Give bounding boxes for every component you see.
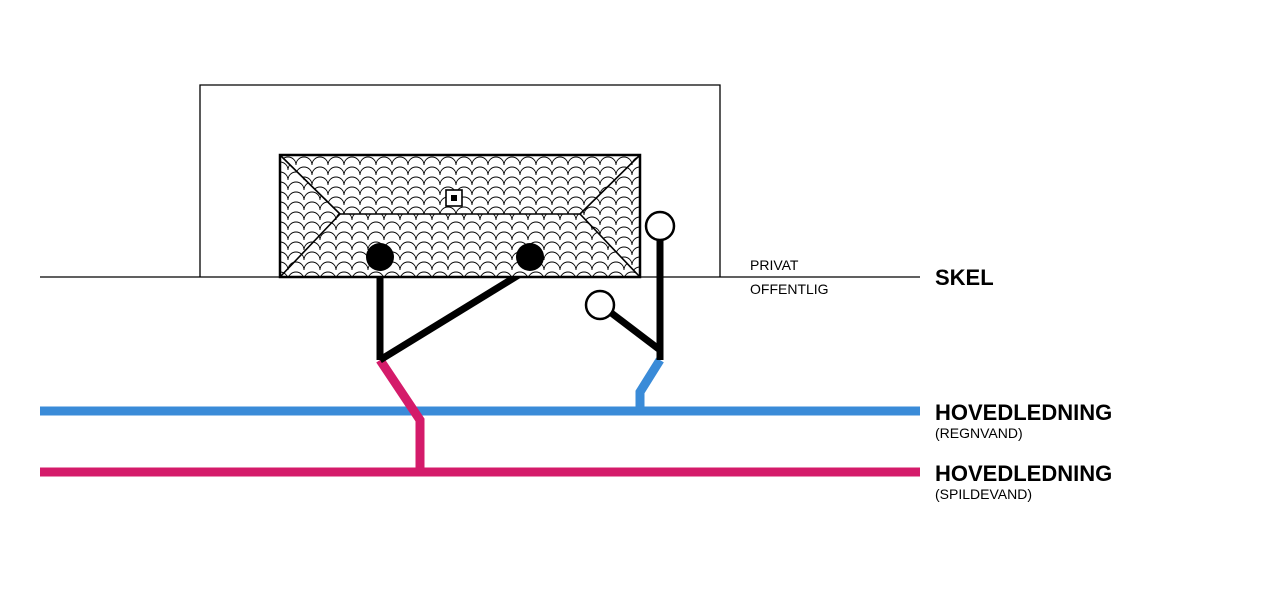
label-skel: SKEL — [935, 265, 994, 290]
wastewater-downpipe-node — [366, 243, 394, 271]
chimney-flue — [451, 195, 457, 201]
label-spildevand: (SPILDEVAND) — [935, 486, 1032, 502]
label-privat: PRIVAT — [750, 257, 799, 273]
rainwater-inspection-node — [586, 291, 614, 319]
rainwater-inspection-node — [646, 212, 674, 240]
rainwater-private-pipe-diagonal — [610, 312, 660, 350]
sewer-diagram: PRIVAT OFFENTLIG SKEL HOVEDLEDNING (REGN… — [0, 0, 1280, 614]
label-regnvand: (REGNVAND) — [935, 425, 1023, 441]
wastewater-private-pipe-diagonal — [380, 268, 530, 360]
label-offentlig: OFFENTLIG — [750, 281, 829, 297]
wastewater-branch — [380, 360, 420, 472]
label-hovedledning-waste: HOVEDLEDNING — [935, 461, 1112, 486]
wastewater-downpipe-node — [516, 243, 544, 271]
label-hovedledning-rain: HOVEDLEDNING — [935, 400, 1112, 425]
rainwater-branch — [640, 360, 660, 411]
